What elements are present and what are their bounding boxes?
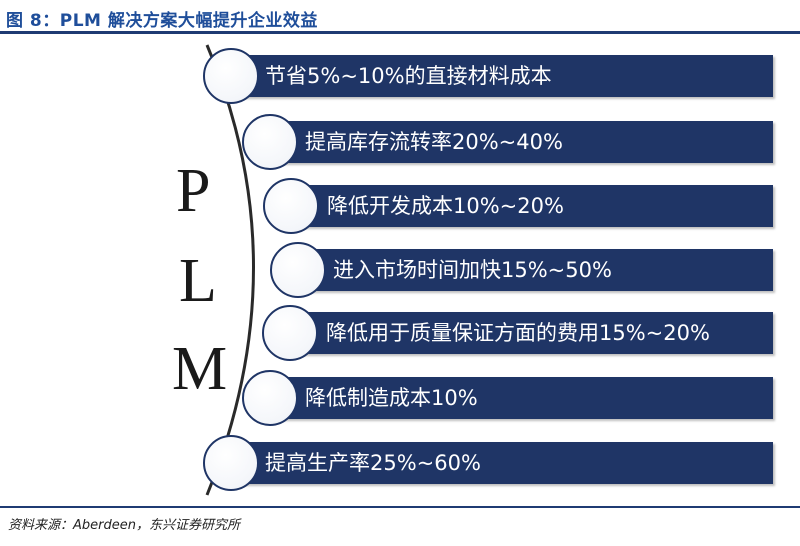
benefit-node-1 xyxy=(203,48,259,104)
figure-title: 图 8：PLM 解决方案大幅提升企业效益 xyxy=(6,11,318,31)
source-note: 资料来源：Aberdeen，东兴证券研究所 xyxy=(8,518,240,533)
benefit-node-5 xyxy=(262,305,318,361)
benefit-bar-6: 降低制造成本10% xyxy=(275,377,773,419)
plm-letter-m: M xyxy=(172,335,228,403)
benefit-node-6 xyxy=(242,370,298,426)
benefit-label-5: 降低用于质量保证方面的费用15%~20% xyxy=(326,321,710,345)
benefit-label-1: 节省5%~10%的直接材料成本 xyxy=(265,64,552,88)
benefit-label-6: 降低制造成本10% xyxy=(305,386,478,410)
benefit-node-7 xyxy=(203,435,259,491)
benefit-node-3 xyxy=(263,178,319,234)
benefit-bar-4: 进入市场时间加快15%~50% xyxy=(300,249,773,291)
benefit-node-4 xyxy=(270,242,326,298)
benefit-bar-1: 节省5%~10%的直接材料成本 xyxy=(238,55,773,97)
plm-letter-p: P xyxy=(176,157,211,225)
bottom-rule xyxy=(0,506,800,508)
benefit-label-7: 提高生产率25%~60% xyxy=(265,451,481,475)
benefit-label-4: 进入市场时间加快15%~50% xyxy=(333,258,612,282)
benefit-node-2 xyxy=(242,114,298,170)
benefit-label-3: 降低开发成本10%~20% xyxy=(327,194,564,218)
top-rule xyxy=(0,31,800,34)
benefit-bar-5: 降低用于质量保证方面的费用15%~20% xyxy=(293,312,773,354)
benefit-bar-3: 降低开发成本10%~20% xyxy=(295,185,773,227)
plm-letter-l: L xyxy=(179,247,217,315)
benefit-bar-7: 提高生产率25%~60% xyxy=(238,442,773,484)
benefit-label-2: 提高库存流转率20%~40% xyxy=(305,130,563,154)
benefit-bar-2: 提高库存流转率20%~40% xyxy=(275,121,773,163)
